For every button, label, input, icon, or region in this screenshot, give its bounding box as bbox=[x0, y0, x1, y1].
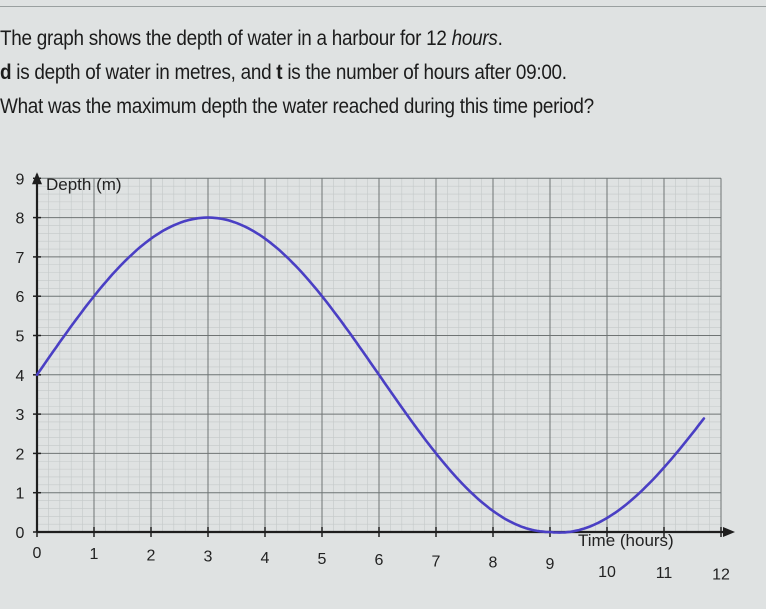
y-tick-label: 4 bbox=[16, 368, 25, 385]
x-tick-label: 9 bbox=[546, 556, 555, 573]
y-tick-label: 3 bbox=[16, 407, 25, 424]
y-tick-label: 5 bbox=[16, 329, 25, 346]
y-tick-label: 6 bbox=[16, 289, 25, 306]
x-tick-label: 8 bbox=[489, 555, 498, 572]
x-tick-label: 0 bbox=[33, 545, 42, 562]
x-axis-arrow-icon bbox=[723, 527, 735, 537]
question-line-1: The graph shows the depth of water in a … bbox=[0, 27, 503, 50]
depth-curve bbox=[35, 216, 706, 534]
x-tick-label: 11 bbox=[656, 565, 673, 582]
x-tick-label: 4 bbox=[261, 550, 270, 567]
x-tick-label: 10 bbox=[598, 564, 616, 581]
y-axis-label: Depth (m) bbox=[46, 175, 122, 194]
y-tick-label: 7 bbox=[16, 250, 25, 267]
y-tick-label: 9 bbox=[16, 171, 25, 188]
x-tick-label: 7 bbox=[432, 553, 441, 570]
question-line-2: d is depth of water in metres, and t is … bbox=[0, 61, 567, 84]
x-tick-label: 2 bbox=[147, 547, 156, 564]
question-text: The graph shows the depth of water in a … bbox=[0, 22, 660, 124]
y-tick-label: 8 bbox=[16, 211, 25, 228]
x-tick-label: 1 bbox=[90, 546, 99, 563]
x-tick-label: 3 bbox=[204, 549, 213, 566]
x-tick-label: 5 bbox=[318, 551, 327, 568]
question-line-3: What was the maximum depth the water rea… bbox=[0, 95, 594, 118]
y-tick-label: 0 bbox=[16, 525, 25, 542]
x-tick-label: 6 bbox=[375, 552, 384, 569]
x-tick-label: 12 bbox=[712, 566, 730, 583]
y-tick-label: 1 bbox=[16, 486, 25, 503]
y-tick-label: 2 bbox=[16, 446, 25, 463]
x-axis-label: Time (hours) bbox=[578, 531, 674, 550]
top-divider bbox=[0, 6, 766, 7]
